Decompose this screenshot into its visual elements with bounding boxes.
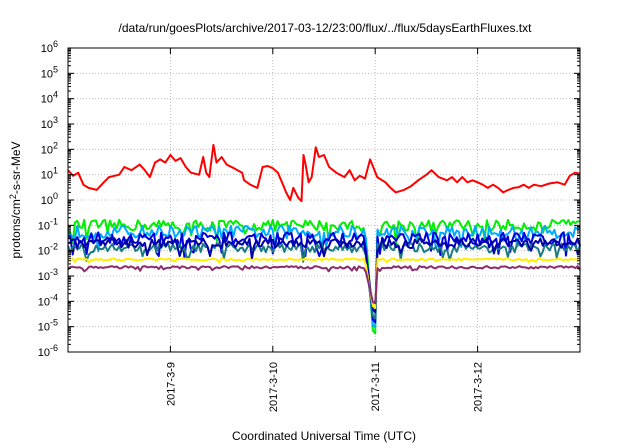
y-tick-base: 10 xyxy=(41,144,53,156)
y-tick-exponent: 3 xyxy=(53,115,58,125)
x-tick-label: 2017-3-12 xyxy=(473,362,485,412)
y-tick-exponent: -2 xyxy=(50,242,58,252)
y-tick-base: 10 xyxy=(41,43,53,55)
y-tick-label: 104 xyxy=(41,90,58,106)
x-axis-label: Coordinated Universal Time (UTC) xyxy=(232,429,416,443)
y-tick-exponent: 0 xyxy=(53,191,58,201)
y-tick-exponent: 4 xyxy=(53,90,58,100)
y-tick-label: 10-3 xyxy=(38,267,58,283)
y-tick-base: 10 xyxy=(41,119,53,131)
y-tick-exponent: -4 xyxy=(50,292,58,302)
grid-lines xyxy=(68,48,580,352)
data-series xyxy=(67,143,581,335)
y-axis-label-part2: -s-sr-MeV xyxy=(9,141,23,194)
y-tick-base: 10 xyxy=(38,347,50,359)
series-line xyxy=(67,231,581,324)
y-tick-exponent: 5 xyxy=(53,64,58,74)
y-tick-base: 10 xyxy=(41,68,53,80)
x-tick-label: 2017-3-10 xyxy=(268,362,280,412)
y-axis-label-part1: protons/cm xyxy=(9,199,23,258)
y-tick-label: 10-4 xyxy=(38,292,58,308)
y-tick-base: 10 xyxy=(41,94,53,106)
y-tick-base: 10 xyxy=(38,296,50,308)
y-tick-label: 100 xyxy=(41,191,58,207)
y-tick-exponent: 1 xyxy=(53,166,58,176)
y-tick-exponent: -1 xyxy=(50,216,58,226)
y-tick-base: 10 xyxy=(38,322,50,334)
y-tick-exponent: -5 xyxy=(50,318,58,328)
series-line xyxy=(67,265,581,305)
y-tick-base: 10 xyxy=(38,271,50,283)
y-tick-exponent: 2 xyxy=(53,140,58,150)
y-tick-exponent: -3 xyxy=(50,267,58,277)
y-tick-label: 10-1 xyxy=(38,216,58,232)
y-tick-label: 105 xyxy=(41,64,58,80)
y-tick-label: 103 xyxy=(41,115,58,131)
y-tick-exponent: -6 xyxy=(50,343,58,353)
chart-title: /data/run/goesPlots/archive/2017-03-12/2… xyxy=(119,21,533,35)
series-line xyxy=(67,257,580,309)
y-tick-label: 102 xyxy=(41,140,58,156)
y-tick-label: 10-2 xyxy=(38,242,58,258)
y-tick-base: 10 xyxy=(38,220,50,232)
series-line xyxy=(67,237,581,314)
y-axis-label-exponent: 2 xyxy=(8,194,18,199)
x-tick-label: 2017-3-9 xyxy=(165,362,177,406)
y-tick-label: 10-6 xyxy=(38,343,58,359)
y-tick-label: 10-5 xyxy=(38,318,58,334)
y-axis-ticks: 10-610-510-410-310-210-11001011021031041… xyxy=(38,39,580,359)
y-tick-exponent: 6 xyxy=(53,39,58,49)
series-line xyxy=(67,143,581,203)
y-tick-base: 10 xyxy=(38,246,50,258)
x-axis-ticks: 2017-3-9 2017-3-10 2017-3-11 2017-3-12 xyxy=(165,48,485,412)
y-tick-label: 106 xyxy=(41,39,58,55)
y-tick-base: 10 xyxy=(41,170,53,182)
series-line xyxy=(67,218,581,335)
y-tick-label: 101 xyxy=(41,166,58,182)
x-tick-label: 2017-3-11 xyxy=(370,362,382,411)
y-tick-base: 10 xyxy=(41,195,53,207)
y-axis-label: protons/cm2-s-sr-MeV xyxy=(8,141,23,258)
